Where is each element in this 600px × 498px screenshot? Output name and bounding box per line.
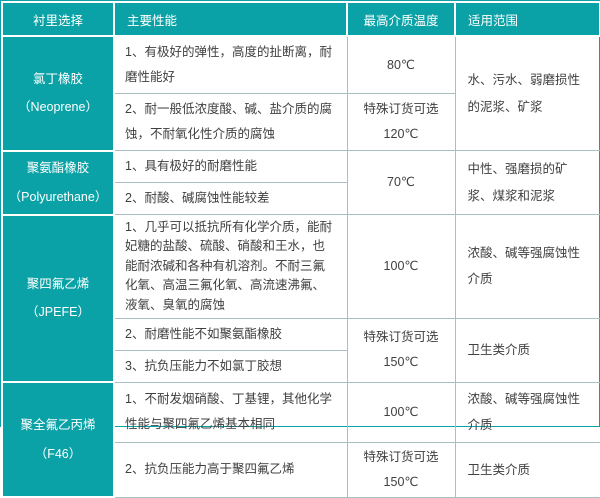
lining-cell-polyurethane: 聚氨酯橡胶 （Polyurethane） bbox=[1, 150, 115, 216]
application-cell: 卫生类介质 bbox=[454, 317, 600, 383]
lining-name-en: （F46） bbox=[34, 446, 82, 461]
table-row: 聚四氟乙烯 （JPEFE） 1、几乎可以抵抗所有化学介质，能耐妃糖的盐酸、硫酸、… bbox=[1, 214, 600, 384]
header-application: 适用范围 bbox=[454, 1, 600, 37]
max-temp-cell: 特殊订货可选 150℃ bbox=[346, 441, 456, 498]
lining-name: 聚全氟乙丙烯 bbox=[20, 418, 96, 433]
max-temp-cell: 100℃ bbox=[346, 214, 456, 319]
max-temp-cell: 100℃ bbox=[346, 381, 456, 443]
application-cell: 浓酸、碱等强腐蚀性介质 bbox=[454, 214, 600, 319]
lining-name: 聚四氟乙烯 bbox=[26, 276, 90, 291]
table-row: 2、耐酸、碱腐蚀性能较差 bbox=[2, 182, 600, 215]
application-cell: 浓酸、碱等强腐蚀性介质 bbox=[454, 381, 600, 443]
performance-cell: 1、几乎可以抵抗所有化学介质，能耐妃糖的盐酸、硫酸、硝酸和王水，也能耐浓碱和各种… bbox=[113, 214, 348, 319]
table-row: 聚氨酯橡胶 （Polyurethane） 1、具有极好的耐磨性能 70℃ 中性、… bbox=[1, 150, 600, 216]
table-row: 2、耐一般低浓度酸、碱、盐介质的腐蚀，不耐氧化性介质的腐蚀 特殊订货可选 120… bbox=[2, 93, 600, 151]
lining-name: 氯丁橡胶 bbox=[32, 71, 83, 86]
application-cell: 水、污水、弱磨损性的泥浆、矿浆 bbox=[454, 35, 600, 151]
performance-cell: 2、耐一般低浓度酸、碱、盐介质的腐蚀，不耐氧化性介质的腐蚀 bbox=[113, 93, 348, 151]
performance-cell: 1、具有极好的耐磨性能 bbox=[113, 150, 348, 183]
table-header-row: 衬里选择 主要性能 最高介质温度 适用范围 bbox=[1, 1, 600, 37]
max-temp-cell: 70℃ bbox=[346, 150, 456, 215]
table-row: 3、抗负压能力不如氯丁胶想 bbox=[2, 349, 600, 383]
performance-cell: 2、抗负压能力高于聚四氟乙烯 bbox=[113, 441, 348, 498]
max-temp-cell: 80℃ bbox=[346, 35, 456, 94]
header-lining: 衬里选择 bbox=[1, 1, 115, 37]
performance-cell: 1、有极好的弹性，高度的扯断离，耐磨性能好 bbox=[113, 35, 348, 94]
table-row: 聚全氟乙丙烯 （F46） 1、不耐发烟硝酸、丁基锂，其他化学性能与聚四氟乙烯基本… bbox=[1, 381, 600, 498]
header-performance: 主要性能 bbox=[113, 1, 348, 37]
lining-cell-neoprene: 氯丁橡胶 （Neoprene） bbox=[1, 35, 115, 152]
lining-name: 聚氨酯橡胶 bbox=[26, 160, 90, 175]
lining-cell-ptfe: 聚四氟乙烯 （JPEFE） bbox=[1, 214, 115, 384]
max-temp-cell: 特殊订货可选 120℃ bbox=[346, 93, 456, 151]
application-cell: 卫生类介质 bbox=[454, 441, 600, 498]
performance-cell: 1、不耐发烟硝酸、丁基锂，其他化学性能与聚四氟乙烯基本相同 bbox=[113, 381, 348, 443]
lining-name-en: （Neoprene） bbox=[18, 100, 98, 115]
table-row: 2、耐磨性能不如聚氨酯橡胶 特殊订货可选 150℃ 卫生类介质 bbox=[2, 317, 600, 383]
performance-cell: 2、耐磨性能不如聚氨酯橡胶 bbox=[113, 317, 348, 351]
lining-name-en: （JPEFE） bbox=[26, 305, 90, 320]
performance-cell: 3、抗负压能力不如氯丁胶想 bbox=[113, 349, 348, 383]
performance-cell: 2、耐酸、碱腐蚀性能较差 bbox=[113, 182, 348, 215]
table-row: 氯丁橡胶 （Neoprene） 1、有极好的弹性，高度的扯断离，耐磨性能好 80… bbox=[1, 35, 600, 152]
max-temp-cell: 特殊订货可选 150℃ bbox=[346, 317, 456, 383]
header-max-temp: 最高介质温度 bbox=[346, 1, 456, 37]
lining-name-en: （Polyurethane） bbox=[8, 189, 108, 204]
lining-cell-f46: 聚全氟乙丙烯 （F46） bbox=[1, 381, 115, 498]
application-cell: 中性、强磨损的矿浆、煤浆和泥浆 bbox=[454, 150, 600, 215]
